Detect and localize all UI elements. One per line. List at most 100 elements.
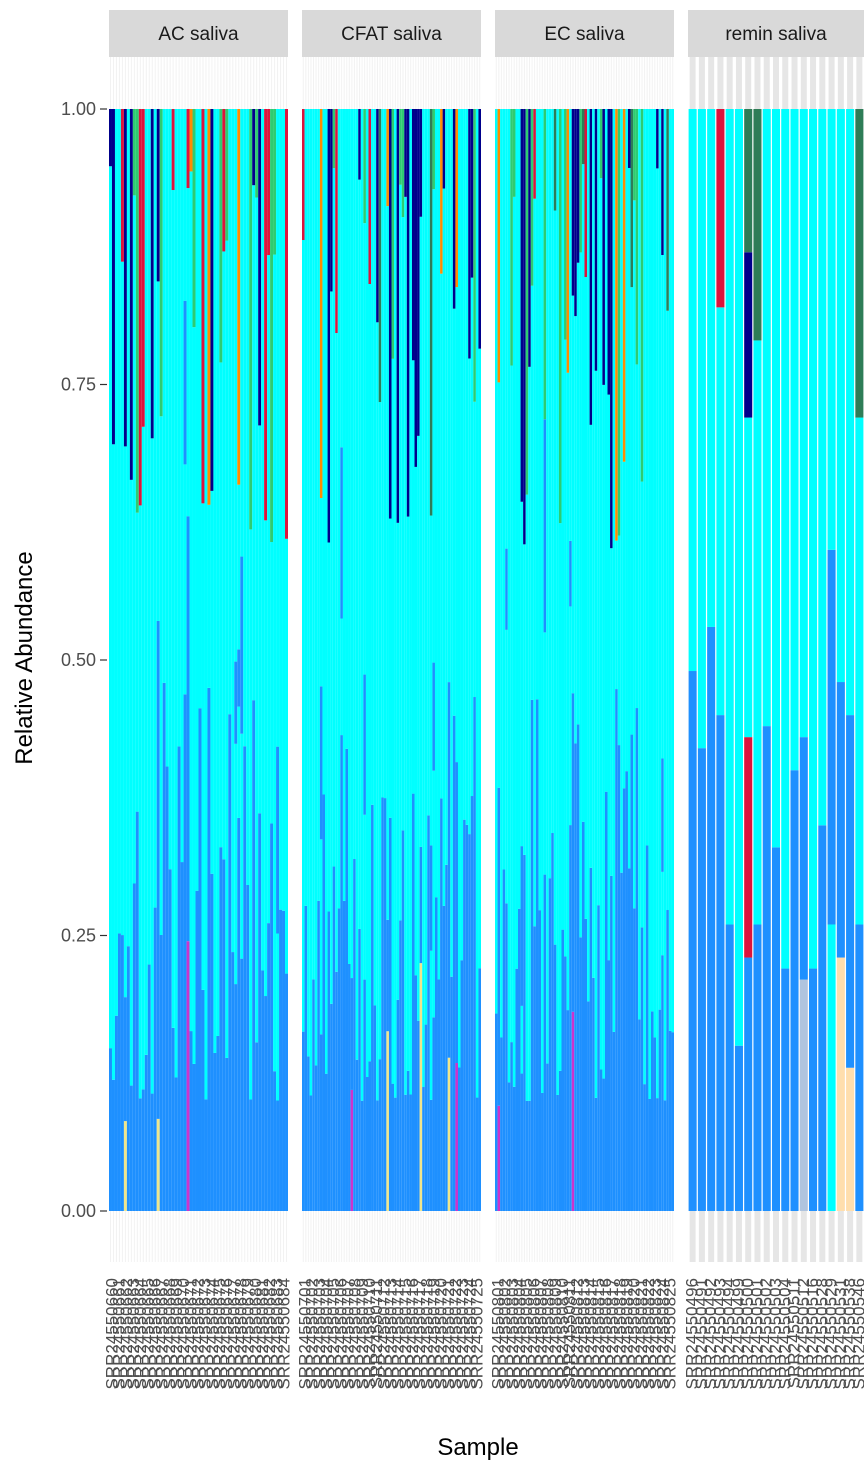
bar-segment	[276, 109, 280, 747]
bar-segment	[445, 109, 448, 865]
bar-segment	[309, 1095, 313, 1211]
bar-segment	[404, 109, 407, 197]
facet-label: AC saliva	[158, 24, 239, 45]
bar-segment	[144, 109, 148, 1055]
bar-segment	[327, 542, 331, 912]
sample-label: SRR24550664	[131, 1278, 150, 1390]
bar-segment	[177, 746, 181, 1211]
bar-segment	[460, 109, 464, 961]
bar-segment	[597, 905, 600, 1211]
bar-segment	[162, 109, 166, 683]
bar-segment	[475, 1097, 479, 1211]
sample-label: SRR24550718	[417, 1278, 436, 1390]
bar-segment	[195, 109, 199, 891]
facet-panel: remin salivaSRR24550496SRR24550491SRR245…	[683, 10, 864, 1390]
bar-segment	[434, 897, 438, 1211]
bar-segment	[267, 255, 271, 924]
bar-segment	[473, 401, 476, 698]
sample-label: SRR24550821	[632, 1278, 651, 1390]
bar-segment	[120, 261, 124, 936]
bar-segment	[386, 109, 389, 207]
bar-segment	[500, 1037, 503, 1211]
bar-segment	[419, 963, 423, 1211]
bar-segment	[612, 1031, 616, 1211]
bar-segment	[473, 109, 476, 402]
bar-segment	[753, 109, 762, 341]
bar-segment	[455, 1062, 458, 1211]
bar-segment	[264, 520, 268, 997]
facet-label: remin saliva	[725, 24, 827, 45]
bar-segment	[419, 846, 423, 964]
bar-segment	[505, 903, 508, 1211]
bar-segment	[237, 649, 241, 707]
bar-segment	[153, 109, 157, 908]
bar-segment	[836, 957, 845, 1211]
bar-segment	[799, 979, 808, 1211]
bar-segment	[322, 794, 326, 1211]
bar-segment	[648, 1098, 651, 1211]
bar-segment	[543, 419, 547, 633]
bar-segment	[528, 109, 531, 367]
sample-label: SRR24550811	[560, 1278, 579, 1388]
bar-segment	[183, 464, 187, 695]
sample-label: SRR24550823	[646, 1278, 665, 1390]
bar-segment	[661, 871, 664, 956]
facet-panel: AC salivaSRR24550660SRR24550661SRR245506…	[103, 10, 293, 1390]
sample-label: SRR24550673	[196, 1278, 215, 1390]
bar-segment	[111, 109, 115, 445]
sample-label: SRR24550713	[382, 1278, 401, 1390]
bar-segment	[566, 109, 570, 373]
bar-segment	[138, 1098, 142, 1211]
bar-segment	[237, 484, 241, 650]
bar-segment	[607, 960, 611, 1211]
bar-segment	[180, 862, 184, 1211]
bar-segment	[561, 109, 565, 930]
bar-segment	[340, 618, 343, 736]
bar-segment	[566, 1010, 570, 1211]
bar-segment	[171, 109, 175, 191]
bar-segment	[744, 109, 753, 253]
bar-segment	[417, 109, 420, 436]
bar-segment	[414, 466, 418, 976]
bar-segment	[520, 501, 524, 847]
bar-segment	[282, 910, 286, 1211]
sample-label: SRR24550661	[110, 1278, 129, 1390]
bar-segment	[543, 109, 547, 420]
sample-label: SRR24550813	[575, 1278, 594, 1390]
bar-segment	[237, 817, 241, 1211]
bar-segment	[264, 996, 268, 1211]
bar-segment	[109, 1048, 112, 1211]
bar-segment	[141, 426, 145, 1090]
bar-segment	[207, 109, 211, 505]
bar-segment	[688, 671, 697, 1211]
bar-segment	[325, 109, 328, 1074]
bar-segment	[353, 859, 356, 1211]
facet-panel: EC salivaSRR24550801SRR24550802SRR245508…	[489, 10, 679, 1390]
sample-label: SRR24550676	[217, 1278, 236, 1390]
bar-segment	[240, 109, 244, 557]
bar-segment	[353, 109, 356, 860]
bar-segment	[604, 791, 608, 1211]
bar-segment	[615, 540, 618, 690]
bar-segment	[497, 787, 501, 1106]
bar-segment	[500, 109, 503, 1038]
bar-segment	[237, 109, 241, 485]
sample-label: SRR24550708	[346, 1278, 365, 1390]
bar-segment	[452, 109, 456, 309]
bar-segment	[332, 866, 336, 1211]
bar-segment	[442, 109, 446, 189]
bar-segment	[576, 109, 580, 263]
bar-segment	[744, 417, 753, 738]
bar-segment	[753, 924, 762, 1211]
bar-segment	[345, 109, 349, 749]
bar-segment	[307, 109, 310, 1057]
bar-segment	[553, 944, 557, 1211]
bar-segment	[330, 109, 333, 292]
sample-label: SRR24550804	[510, 1278, 529, 1390]
bar-segment	[114, 1015, 118, 1211]
bar-segment	[564, 109, 567, 340]
bar-segment	[571, 295, 575, 694]
bar-segment	[633, 109, 636, 201]
bar-segment	[180, 109, 184, 863]
bar-segment	[135, 109, 139, 513]
